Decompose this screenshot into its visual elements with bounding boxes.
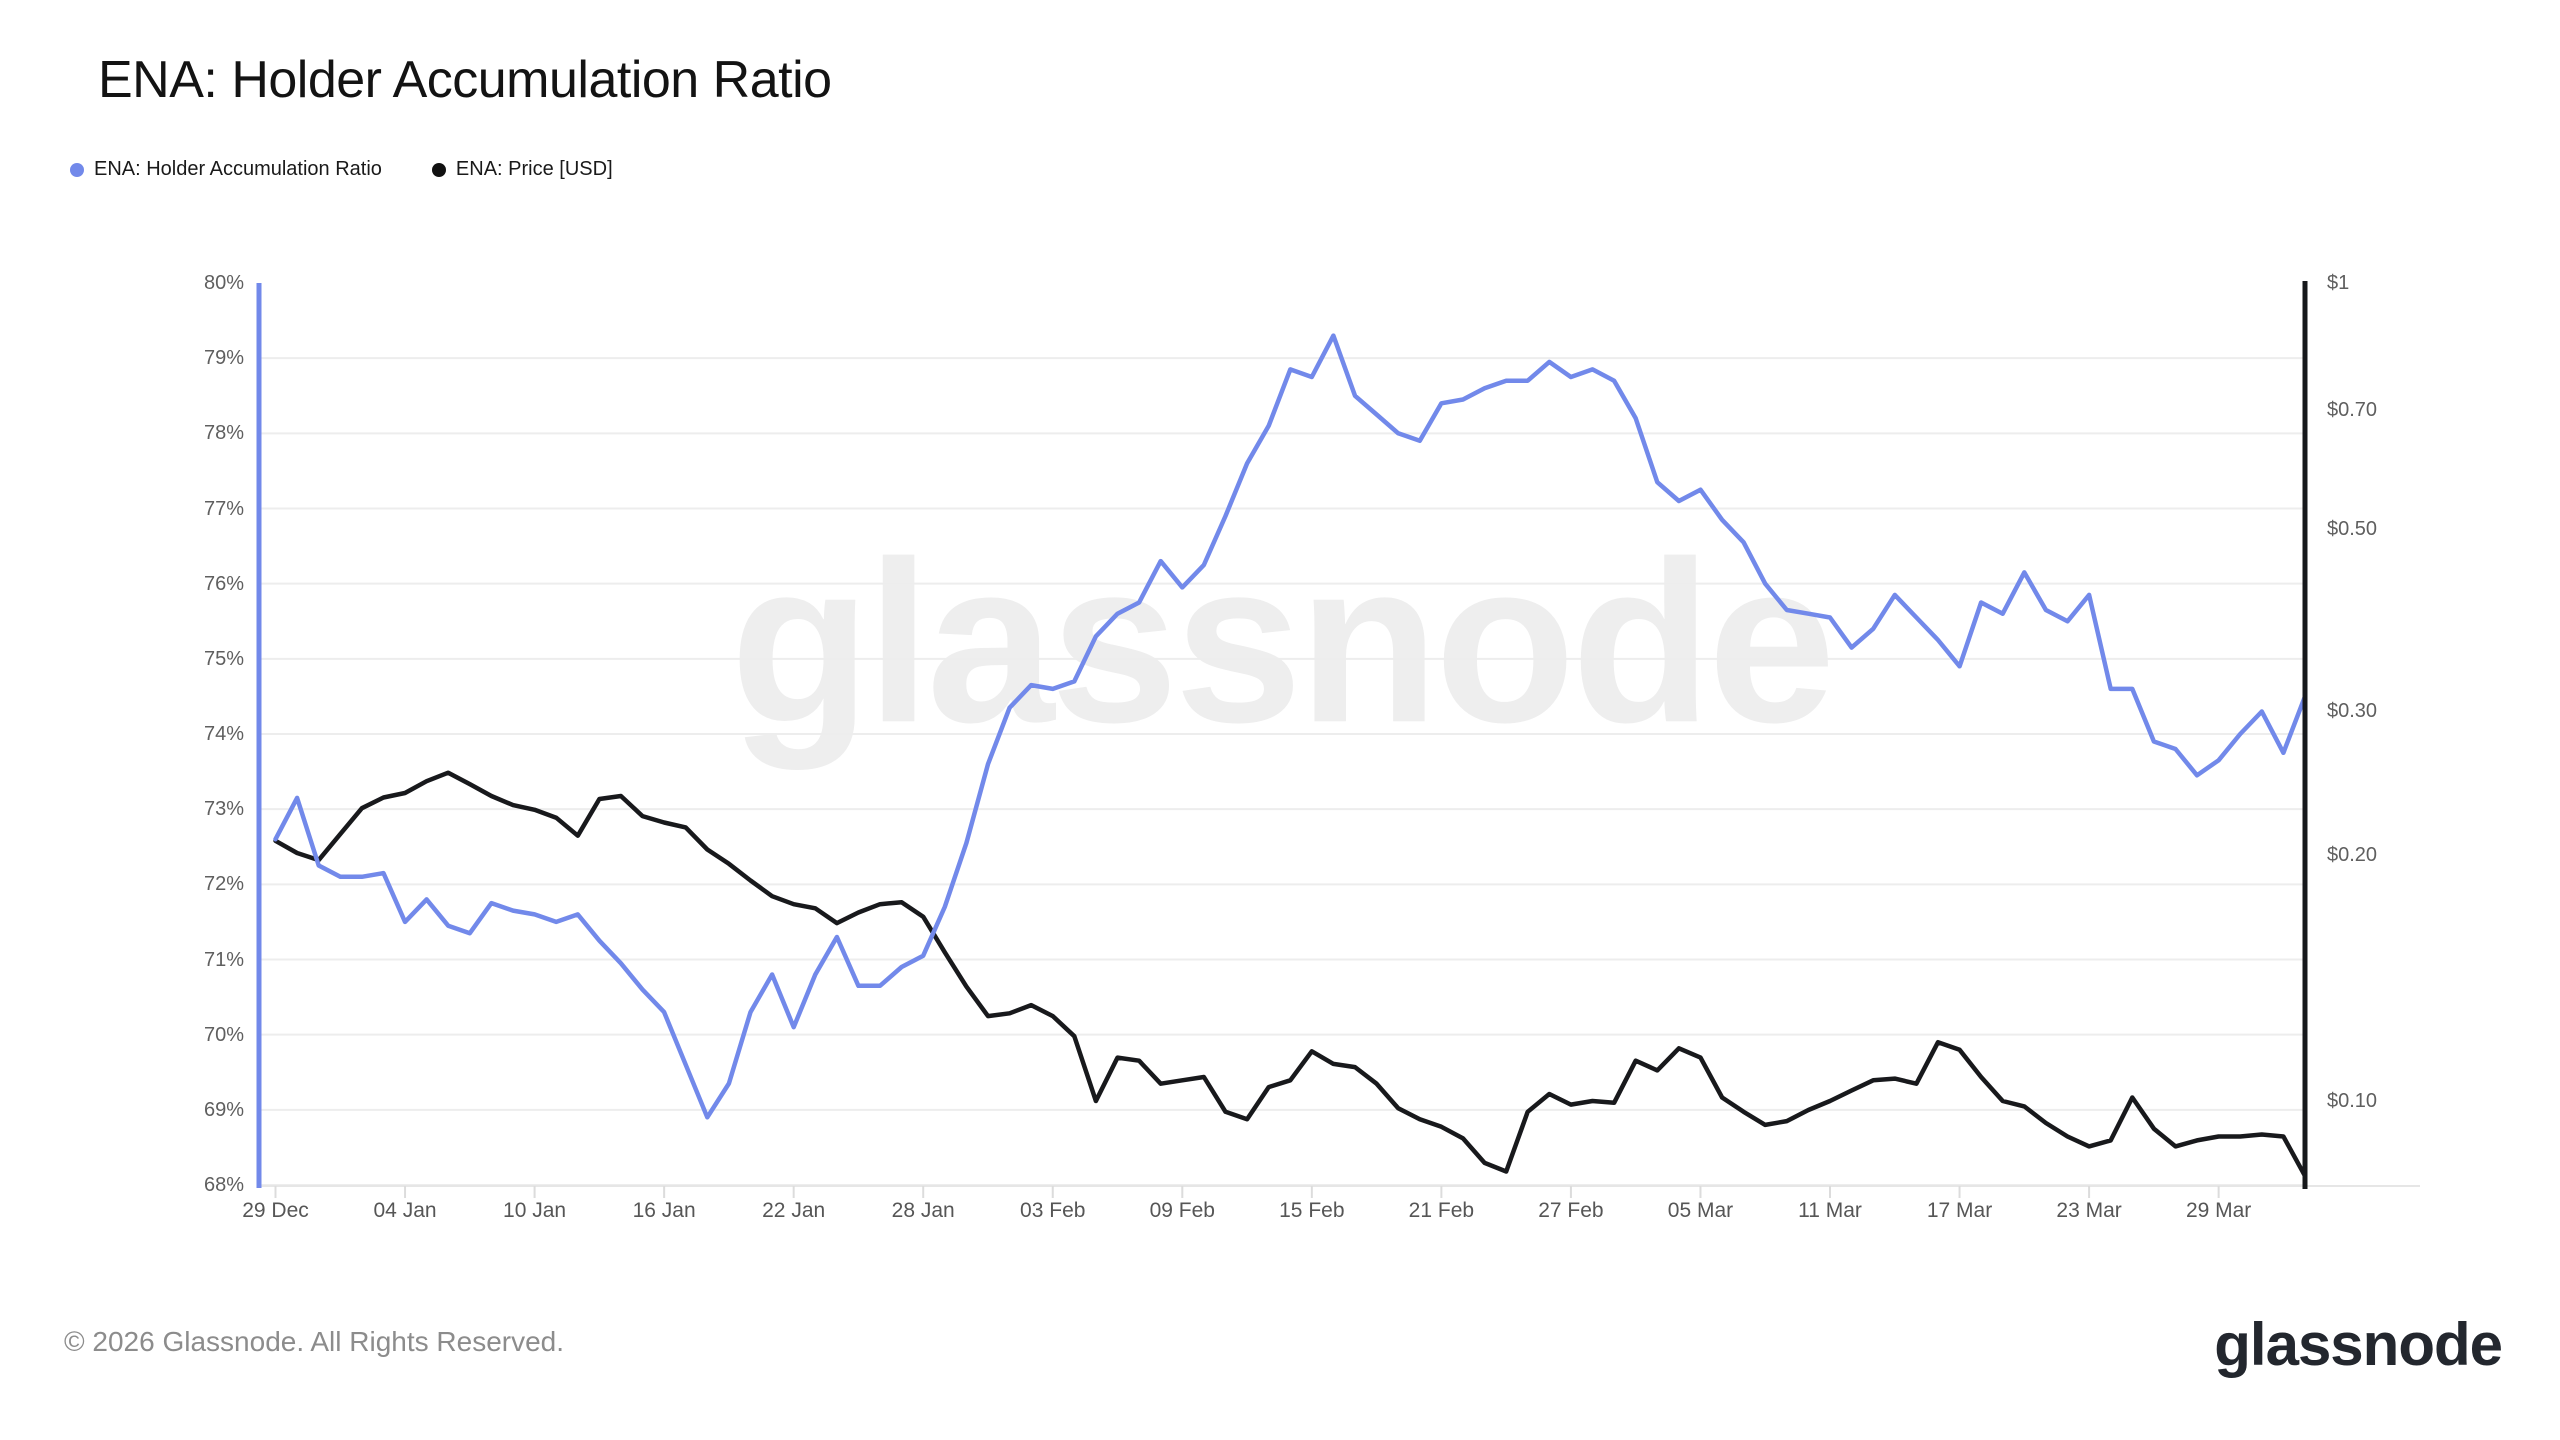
x-axis-tick-label: 09 Feb (1149, 1199, 1215, 1222)
x-axis-tick-label: 21 Feb (1408, 1199, 1475, 1222)
legend-item-price-usd[interactable]: ENA: Price [USD] (431, 158, 613, 181)
x-axis-tick-label: 03 Feb (1020, 1199, 1086, 1222)
right-axis-tick-label: $0.20 (2327, 843, 2378, 866)
x-axis-tick-label: 11 Mar (1798, 1199, 1862, 1222)
legend-item-holder-accumulation-ratio[interactable]: ENA: Holder Accumulation Ratio (70, 158, 382, 181)
legend-label-price: ENA: Price [USD] (455, 158, 613, 180)
left-axis-tick-label: 71% (203, 948, 244, 971)
left-axis-tick-label: 80% (203, 272, 244, 294)
left-axis-tick-label: 68% (203, 1174, 244, 1196)
ratio-line-series (273, 333, 2308, 1120)
left-axis-tick-label: 72% (203, 873, 244, 896)
legend-swatch-price-icon (431, 162, 446, 177)
left-axis-tick-label: 69% (203, 1098, 244, 1121)
x-axis-tick-label: 10 Jan (503, 1199, 567, 1222)
right-axis-tick-label: $0.30 (2327, 699, 2378, 722)
right-axis-tick-label: $0.70 (2327, 398, 2378, 421)
x-axis-tick-label: 28 Jan (891, 1199, 955, 1222)
x-axis-tick-label: 15 Feb (1279, 1199, 1345, 1222)
legend-label-ratio: ENA: Holder Accumulation Ratio (94, 158, 382, 180)
glassnode-logo: glassnode (2214, 1311, 2503, 1378)
legend-swatch-ratio-icon (70, 162, 84, 177)
price-line-series (273, 770, 2308, 1179)
left-axis-tick-label: 77% (203, 497, 244, 520)
left-axis-tick-label: 73% (203, 798, 244, 821)
left-axis-tick-label: 76% (203, 572, 244, 595)
left-axis-tick-label: 70% (203, 1023, 244, 1046)
chart-legend: ENA: Holder Accumulation Ratio ENA: Pric… (70, 158, 613, 181)
x-axis-tick-label: 16 Jan (632, 1199, 696, 1222)
right-axis-tick-label: $0.50 (2327, 518, 2378, 541)
left-axis-tick-label: 74% (203, 723, 244, 745)
left-axis-tick-label: 78% (203, 422, 244, 445)
chart-plot-area[interactable] (258, 283, 2305, 1185)
copyright-text: © 2026 Glassnode. All Rights Reserved. (64, 1326, 565, 1357)
x-axis-tick-label: 27 Feb (1538, 1199, 1604, 1222)
left-axis-tick-label: 75% (203, 647, 244, 670)
x-axis-tick-label: 23 Mar (2056, 1199, 2122, 1222)
x-axis-tick-label: 22 Jan (762, 1199, 826, 1222)
x-axis-tick-label: 05 Mar (1667, 1199, 1734, 1222)
right-axis-tick-label: $1 (2327, 272, 2350, 294)
x-axis-tick-label: 17 Mar (1926, 1199, 1993, 1222)
left-axis-tick-label: 79% (203, 347, 244, 370)
page-title: ENA: Holder Accumulation Ratio (98, 51, 832, 109)
x-axis-tick-label: 29 Mar (2185, 1199, 2252, 1222)
x-axis-tick-label: 29 Dec (242, 1199, 309, 1222)
right-axis-tick-label: $0.10 (2327, 1090, 2378, 1112)
x-axis-tick-label: 04 Jan (373, 1199, 437, 1222)
